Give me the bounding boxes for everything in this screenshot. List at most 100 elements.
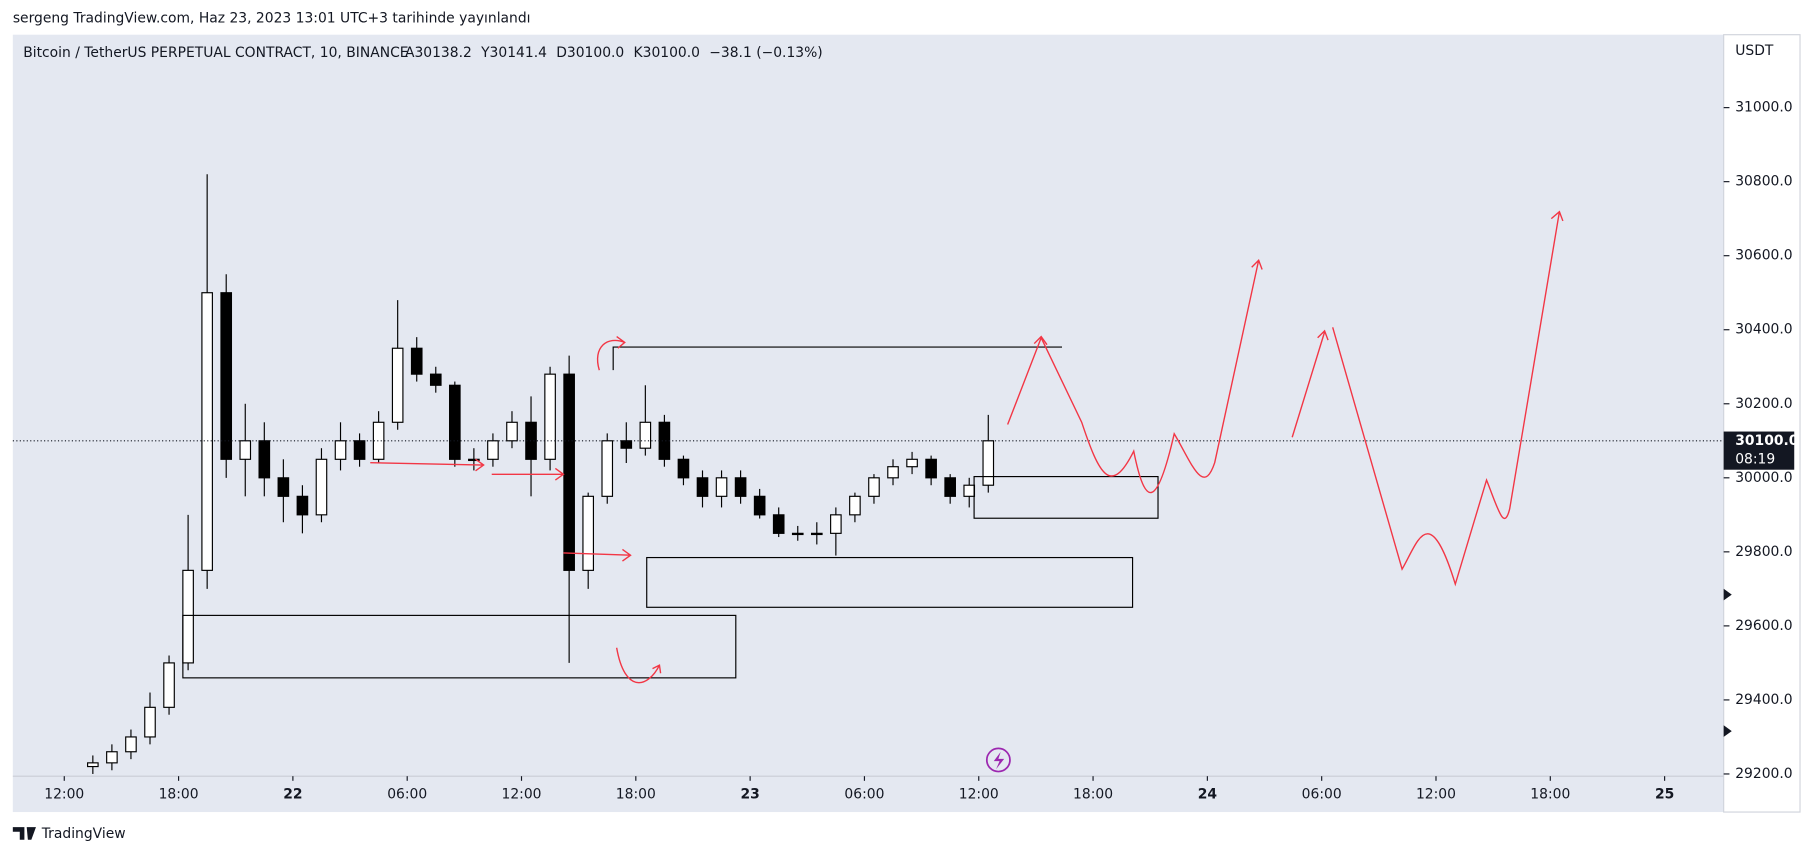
x-tick-label: 06:00: [844, 787, 884, 803]
red-arrows: [370, 210, 1564, 684]
arrow: [370, 458, 485, 472]
candle-body: [715, 477, 728, 497]
candle-body: [315, 458, 328, 516]
y-tick-label: 29600.0: [1735, 618, 1792, 634]
candle-body: [620, 440, 633, 449]
zone-box: [646, 556, 1134, 608]
legend-value: −38.1 (−0.13%): [709, 45, 822, 61]
candle-body: [810, 532, 823, 536]
candle-body: [925, 458, 937, 479]
price-label: 30100.0: [1735, 433, 1798, 449]
x-tick-label: 18:00: [1530, 787, 1570, 803]
arrow: [615, 647, 662, 684]
candle-body: [696, 477, 709, 497]
level-line: [612, 346, 1063, 371]
x-tick-label: 18:00: [159, 787, 199, 803]
candle-body: [772, 514, 785, 534]
candle-body: [982, 440, 995, 486]
candle-body: [506, 421, 518, 442]
event-icon: [985, 747, 1011, 773]
footer: TradingView: [41, 826, 126, 842]
forecast-path: [1332, 210, 1564, 587]
candle-body: [963, 484, 976, 497]
drawings: [182, 346, 1159, 679]
currency: USDT: [1735, 43, 1774, 59]
candle-body: [830, 514, 842, 534]
x-tick-label: 25: [1655, 787, 1674, 803]
candle-body: [296, 495, 309, 516]
chart-title: Bitcoin / TetherUS PERPETUAL CONTRACT, 1…: [23, 45, 408, 61]
y-tick-label: 31000.0: [1735, 100, 1792, 116]
candle-body: [144, 706, 156, 738]
candle-body: [106, 751, 118, 764]
zone-box: [973, 476, 1159, 519]
legend-value: D30100.0: [556, 45, 624, 61]
candle-body: [944, 477, 956, 497]
x-tick-label: 23: [740, 787, 759, 803]
candle-body: [353, 440, 366, 460]
candle-body: [163, 662, 175, 708]
candle-body: [582, 495, 595, 571]
candle-body: [791, 532, 804, 536]
candle-body: [734, 477, 747, 497]
candle-body: [239, 440, 252, 460]
candle-body: [468, 458, 480, 462]
price-label-box: 30100.0 08:19: [1723, 431, 1798, 470]
candle-body: [868, 477, 880, 497]
x-tick-label: 12:00: [502, 787, 542, 803]
candle-body: [906, 458, 918, 468]
candle-body: [201, 292, 213, 571]
arrow: [491, 467, 565, 481]
forecast-path: [1291, 329, 1329, 438]
x-tick-label: 06:00: [387, 787, 427, 803]
x-tick-label: 18:00: [1073, 787, 1113, 803]
candle-body: [449, 384, 461, 460]
candle-body: [334, 440, 347, 460]
candle-body: [258, 440, 271, 479]
ohlc-legend: A30138.2 Y30141.4 D30100.0 K30100.0 −38.1 (−…: [405, 45, 823, 61]
x-tick-label: 12:00: [959, 787, 999, 803]
x-tick-label: 12:00: [1416, 787, 1456, 803]
x-tick-label: 22: [283, 787, 302, 803]
candle-body: [677, 458, 690, 479]
logo: TradingView: [12, 826, 126, 842]
candle-body: [372, 421, 385, 460]
candle-body: [563, 373, 575, 571]
marks: [12, 174, 1724, 774]
candle-body: [658, 421, 671, 460]
y-tick-label: 30000.0: [1735, 470, 1792, 486]
y-tick-label: 29800.0: [1735, 544, 1792, 560]
arrow: [596, 336, 626, 371]
event-icon: [993, 751, 1005, 770]
y-tick-label: 30400.0: [1735, 322, 1792, 338]
y-tick-label: 30200.0: [1735, 396, 1792, 412]
candle-body: [391, 347, 404, 423]
x-tick-label: 06:00: [1302, 787, 1342, 803]
x-tick-label: 24: [1198, 787, 1218, 803]
legend-value: A30138.2: [405, 45, 472, 61]
arrow: [563, 548, 632, 562]
byline: sergeng TradingView.com, Haz 23, 2023 13…: [13, 11, 531, 27]
candle-body: [429, 373, 442, 386]
candle-body: [849, 495, 861, 516]
candle-body: [220, 292, 233, 460]
candle-body: [639, 421, 652, 449]
zone-box: [182, 614, 737, 679]
candle-body: [487, 440, 499, 460]
price-label-bg: [1723, 431, 1795, 470]
candle-body: [182, 569, 194, 664]
legend-value: K30100.0: [634, 45, 700, 61]
y-tick-label: 30800.0: [1735, 174, 1792, 190]
x-tick-label: 12:00: [44, 787, 84, 803]
candle-body: [544, 373, 556, 460]
candle-body: [601, 440, 614, 497]
y-tick-label: 29400.0: [1735, 692, 1792, 708]
candle-body: [87, 762, 99, 768]
price-axis: [1723, 34, 1801, 813]
countdown: 08:19: [1735, 451, 1775, 467]
candle-body: [125, 736, 137, 753]
y-tick-label: 30600.0: [1735, 248, 1792, 264]
legend-value: Y30141.4: [480, 45, 547, 61]
plot-area: [12, 34, 1724, 813]
